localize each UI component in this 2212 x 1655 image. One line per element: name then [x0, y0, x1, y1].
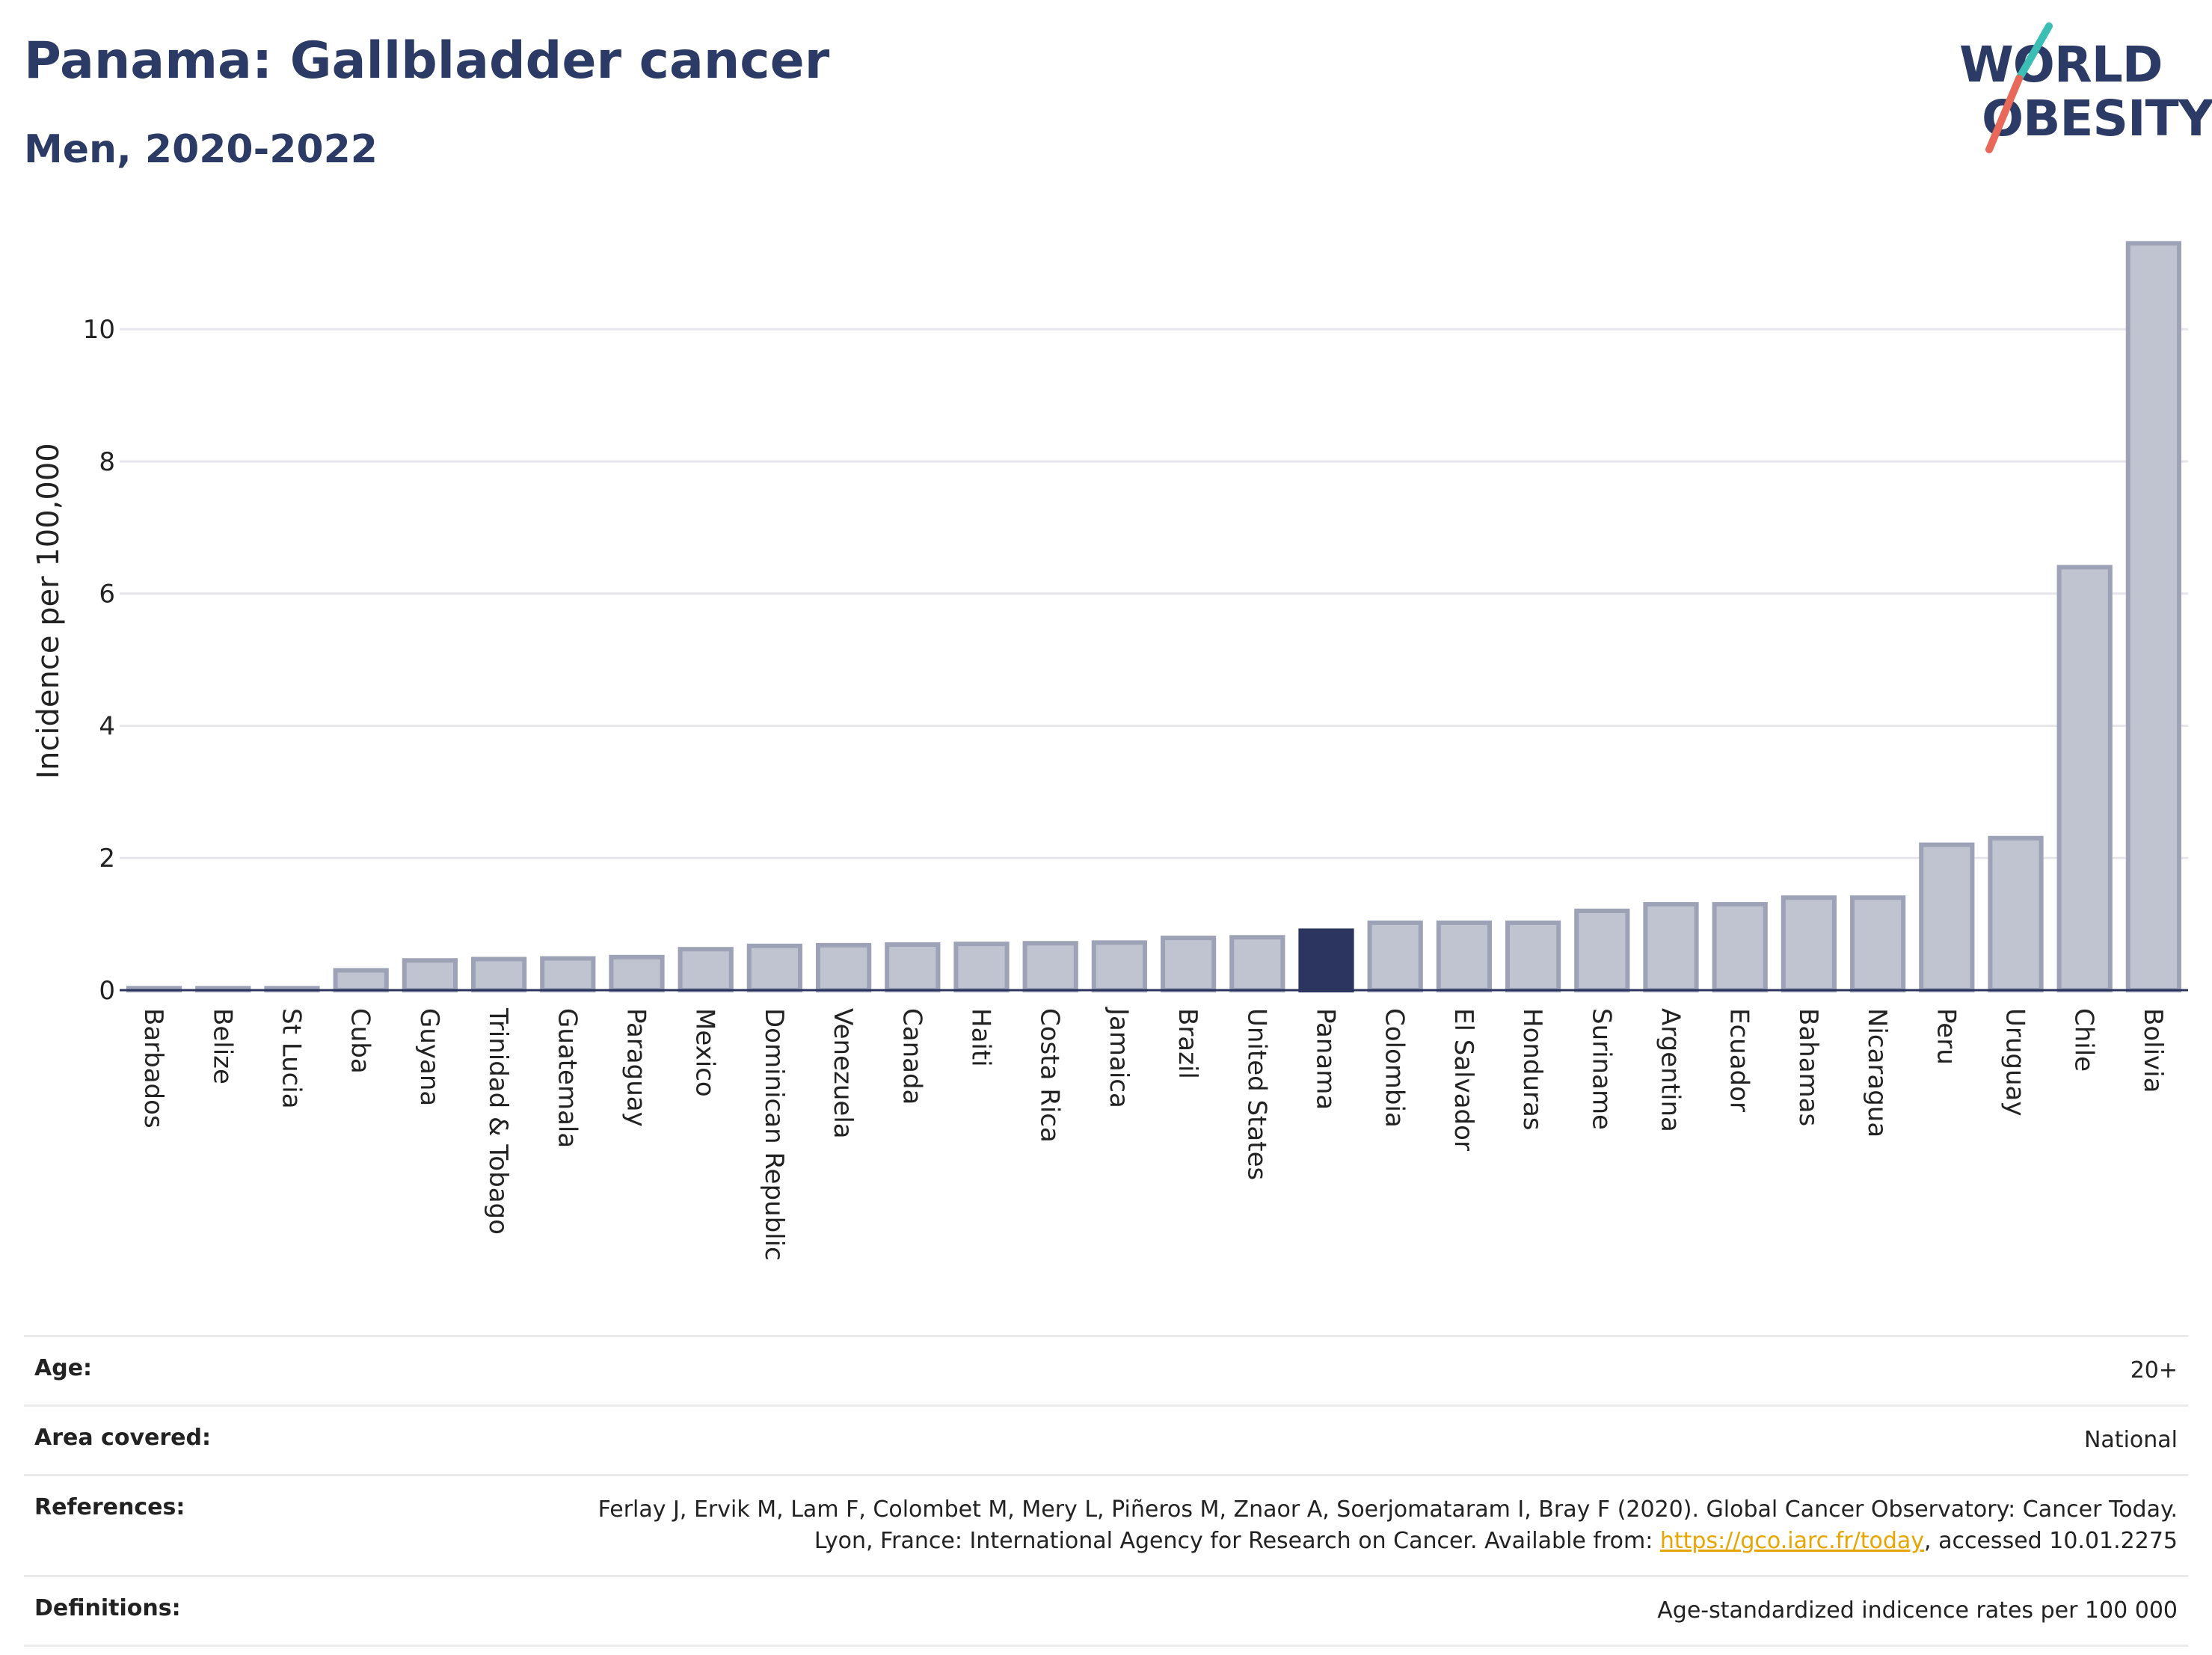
x-tick-label: United States [1241, 1008, 1271, 1180]
reference-accessed: , accessed 10.01.2275 [1924, 1528, 2178, 1554]
bar-chart: 0 2 4 6 8 10 Barbados Belize St Lucia Cuba Guyana… [31, 241, 2188, 1261]
bar-haiti [953, 942, 1010, 992]
bar-colombia [1367, 920, 1423, 993]
x-tick-label: Cuba [345, 1008, 375, 1074]
bar-mexico [678, 947, 734, 992]
world-obesity-logo: WORLD OBESITY [1952, 22, 2212, 157]
y-tick-label: 8 [99, 447, 115, 477]
info-row-references: References: Ferlay J, Ervik M, Lam F, Co… [24, 1474, 2188, 1575]
logo-slash-icon [1985, 22, 2053, 153]
bar-bolivia [2125, 241, 2182, 993]
x-tick-label: Canada [897, 1008, 927, 1105]
bar-el-salvador [1436, 920, 1493, 993]
x-tick-label: Jamaica [1104, 1007, 1134, 1108]
info-key-references: References: [34, 1494, 185, 1520]
bar-bahamas [1781, 895, 1837, 993]
bar-paraguay [609, 954, 665, 993]
info-row-age: Age: 20+ [24, 1335, 2188, 1404]
bar-canada [885, 942, 941, 992]
x-tick-label: Chile [2069, 1008, 2099, 1072]
x-tick-label: Dominican Republic [759, 1008, 789, 1261]
x-tick-label: Bolivia [2138, 1008, 2168, 1093]
logo-line-1: WORLD [1959, 36, 2163, 93]
x-tick-label: Bahamas [1793, 1008, 1823, 1126]
reference-link[interactable]: https://gco.iarc.fr/today [1659, 1528, 1925, 1554]
grid-lines [120, 328, 2188, 859]
bar-united-states [1229, 935, 1285, 993]
x-tick-label: Colombia [1380, 1008, 1410, 1128]
x-tick-label: Guatemala [552, 1008, 582, 1148]
bar-suriname [1574, 908, 1630, 993]
info-key-area: Area covered: [34, 1425, 211, 1451]
x-tick-label: Belize [207, 1008, 237, 1084]
info-value-age: 20+ [2130, 1357, 2178, 1384]
bar-panama [1298, 928, 1354, 993]
x-tick-label: St Lucia [277, 1008, 307, 1109]
bar-dominican-republic [746, 943, 803, 993]
bar-chile [2056, 565, 2113, 992]
x-tick-label: Ecuador [1724, 1008, 1754, 1112]
x-axis-ticks: Barbados Belize St Lucia Cuba Guyana Trinidad… [138, 1007, 2168, 1261]
x-tick-label: Uruguay [2000, 1008, 2030, 1117]
reference-text: Ferlay J, Ervik M, Lam F, Colombet M, Me… [597, 1496, 2178, 1554]
x-tick-label: Panama [1311, 1008, 1341, 1110]
info-row-area: Area covered: National [24, 1404, 2188, 1474]
info-value-definitions: Age-standardized indicence rates per 100… [1657, 1597, 2178, 1624]
y-axis-ticks: 0 2 4 6 8 10 [83, 315, 115, 1006]
bar-guyana [402, 958, 458, 992]
y-tick-label: 2 [99, 844, 115, 873]
info-table: Age: 20+ Area covered: National Referenc… [24, 1335, 2188, 1647]
bar-argentina [1643, 902, 1699, 992]
x-tick-label: Mexico [690, 1008, 720, 1097]
bar-peru [1919, 842, 1975, 992]
x-tick-label: Suriname [1586, 1008, 1616, 1130]
x-tick-label: Haiti [966, 1008, 996, 1067]
x-tick-label: Nicaragua [1862, 1008, 1892, 1137]
x-tick-label: Honduras [1517, 1008, 1547, 1131]
info-row-definitions: Definitions: Age-standardized indicence … [24, 1575, 2188, 1647]
bar-trinidad-tobago [470, 957, 527, 993]
y-tick-label: 6 [99, 580, 115, 610]
x-tick-label: Venezuela [828, 1008, 858, 1139]
bar-brazil [1160, 936, 1217, 992]
bars [126, 241, 2182, 993]
logo-line-2: OBESITY [1982, 90, 2212, 147]
bar-costa-rica [1022, 941, 1078, 993]
x-tick-label: Guyana [414, 1008, 444, 1106]
x-tick-label: Paraguay [621, 1008, 651, 1127]
bar-guatemala [540, 956, 596, 992]
x-tick-label: Trinidad & Tobago [483, 1007, 513, 1235]
bar-nicaragua [1849, 895, 1906, 993]
info-key-definitions: Definitions: [34, 1595, 181, 1621]
bar-jamaica [1091, 940, 1148, 993]
info-value-area: National [2083, 1427, 2178, 1453]
bar-honduras [1505, 920, 1561, 993]
x-tick-label: Brazil [1173, 1008, 1202, 1079]
x-tick-label: Peru [1931, 1008, 1961, 1065]
y-tick-label: 4 [99, 711, 115, 741]
bar-cuba [333, 968, 389, 993]
bar-ecuador [1712, 902, 1768, 992]
info-key-age: Age: [34, 1355, 93, 1381]
x-tick-label: El Salvador [1448, 1008, 1478, 1151]
x-tick-label: Costa Rica [1035, 1008, 1065, 1143]
bar-uruguay [1988, 835, 2044, 992]
y-tick-label: 10 [83, 315, 115, 345]
bar-venezuela [815, 942, 872, 993]
y-tick-label: 0 [99, 976, 115, 1006]
x-tick-label: Argentina [1656, 1008, 1686, 1132]
chart-title: Panama: Gallbladder cancer [24, 31, 830, 90]
chart-subtitle: Men, 2020-2022 [24, 127, 378, 172]
y-axis-label: Incidence per 100,000 [31, 443, 66, 779]
x-tick-label: Barbados [138, 1008, 168, 1129]
info-value-references: Ferlay J, Ervik M, Lam F, Colombet M, Me… [570, 1494, 2178, 1557]
